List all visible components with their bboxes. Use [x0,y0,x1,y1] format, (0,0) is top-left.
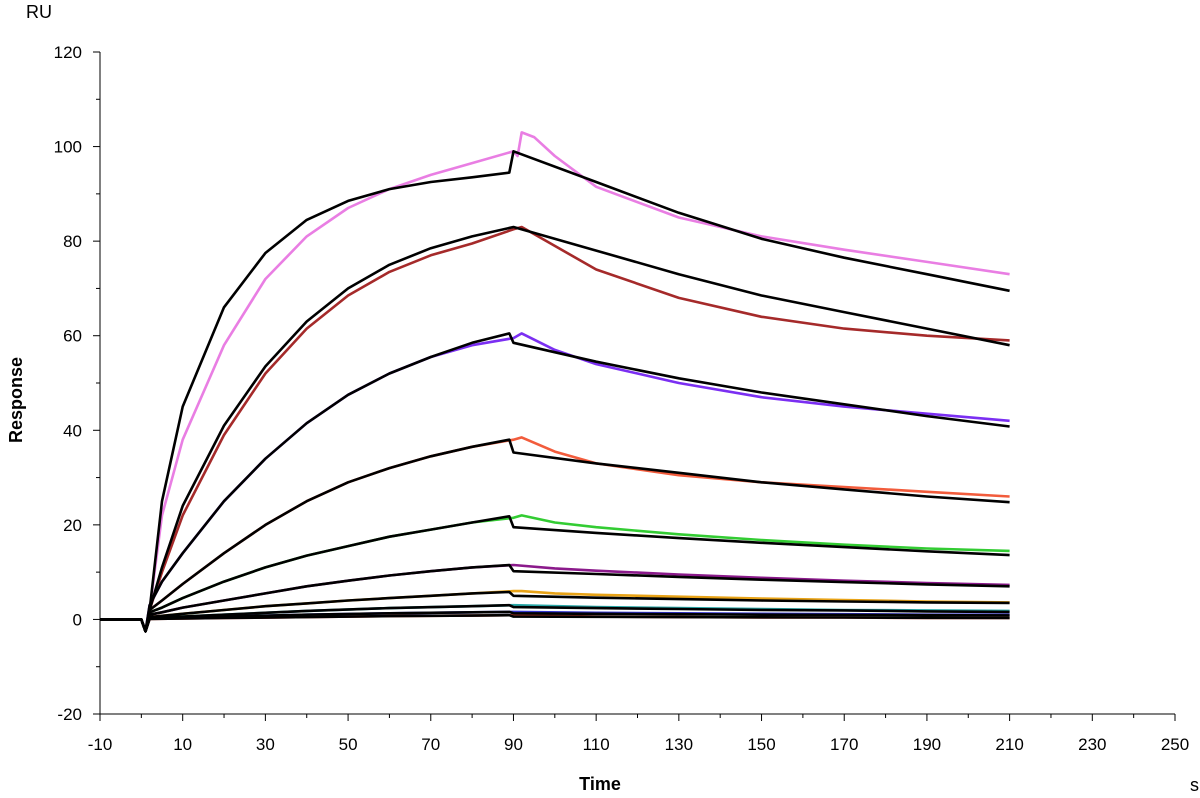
x-axis-ticks: -10 10 30 50 70 90 110 130 150 170 190 210 230 250 [88,714,1189,754]
x-tick-label: 250 [1161,735,1189,754]
fit-curve [100,515,1010,633]
y-unit-label: RU [26,2,52,22]
x-tick-label: 230 [1078,735,1106,754]
fit-curve [100,438,1010,633]
y-tick-label: 60 [63,327,82,346]
y-tick-label: 120 [54,43,82,62]
y-axis-ticks: -20 0 20 40 60 80 100 120 [54,43,100,724]
x-tick-label: 90 [504,735,523,754]
x-tick-label: 50 [339,735,358,754]
y-tick-label: 40 [63,421,82,440]
x-unit-label: s [1190,775,1199,795]
measured-curve [100,332,1010,633]
fit-curve [100,563,1010,633]
x-tick-label: -10 [88,735,113,754]
fit-curve [100,150,1010,633]
x-tick-label: 110 [583,735,610,754]
y-tick-label: 20 [63,516,82,535]
x-tick-label: 10 [173,735,192,754]
x-tick-label: 210 [995,735,1023,754]
y-tick-label: 0 [73,610,82,629]
y-tick-label: -20 [57,705,82,724]
y-tick-label: 100 [54,138,82,157]
x-tick-label: 70 [421,735,440,754]
x-tick-label: 170 [830,735,858,754]
x-tick-label: 130 [665,735,693,754]
measured-curve [100,225,1010,633]
x-axis-title: Time [579,774,621,794]
y-tick-label: 80 [63,232,82,251]
fit-curve [100,332,1010,633]
x-tick-label: 30 [256,735,275,754]
x-tick-label: 190 [913,735,941,754]
y-axis-title: Response [6,357,26,443]
series-layer [100,131,1010,633]
measured-curve [100,131,1010,633]
fit-curve [100,225,1010,633]
fit-curve [100,613,1010,633]
x-tick-label: 150 [747,735,775,754]
